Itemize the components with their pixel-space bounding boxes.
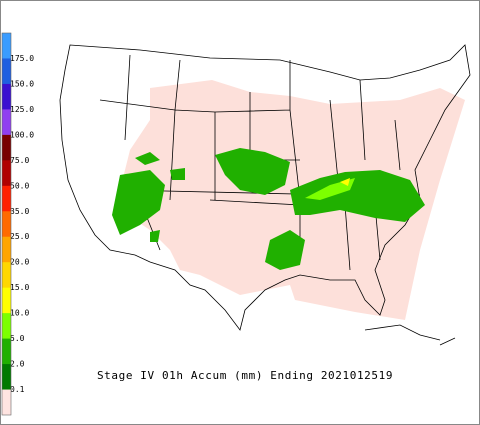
legend-swatch <box>2 185 11 212</box>
legend-swatch <box>2 364 11 391</box>
legend-label: 125.0 <box>10 105 34 114</box>
legend-label: 5.0 <box>10 334 25 343</box>
legend-label: 175.0 <box>10 54 34 63</box>
legend-label: 2.0 <box>10 360 25 369</box>
legend-swatch <box>2 287 11 314</box>
legend-swatch <box>2 262 11 289</box>
legend-swatch <box>2 33 11 59</box>
legend-label: 20.0 <box>10 258 29 267</box>
legend-label: 25.0 <box>10 232 29 241</box>
precip-peak <box>340 178 350 186</box>
legend-label: 150.0 <box>10 79 34 88</box>
legend-swatch <box>2 83 11 110</box>
precip-areas <box>112 148 425 270</box>
legend-swatch <box>2 211 11 238</box>
legend-swatch <box>2 58 11 85</box>
map-title: Stage IV 01h Accum (mm) Ending 202101251… <box>97 369 393 382</box>
legend-label: 35.0 <box>10 207 29 216</box>
legend-swatch <box>2 160 11 187</box>
legend-label: 75.0 <box>10 156 29 165</box>
precip-heavy <box>305 178 355 200</box>
legend-border <box>1 32 12 416</box>
legend-swatch <box>2 236 11 263</box>
legend-swatch <box>2 313 11 340</box>
legend-swatch <box>2 134 11 161</box>
legend-label: 15.0 <box>10 283 29 292</box>
legend-swatch <box>2 338 11 365</box>
legend-label: 100.0 <box>10 130 34 139</box>
us-outline <box>59 44 471 331</box>
islands <box>364 324 456 346</box>
legend-label: 50.0 <box>10 181 29 190</box>
legend-label: 0.1 <box>10 385 25 394</box>
legend-swatch <box>2 389 11 415</box>
legend-label: 10.0 <box>10 309 29 318</box>
legend-swatch <box>2 109 11 136</box>
